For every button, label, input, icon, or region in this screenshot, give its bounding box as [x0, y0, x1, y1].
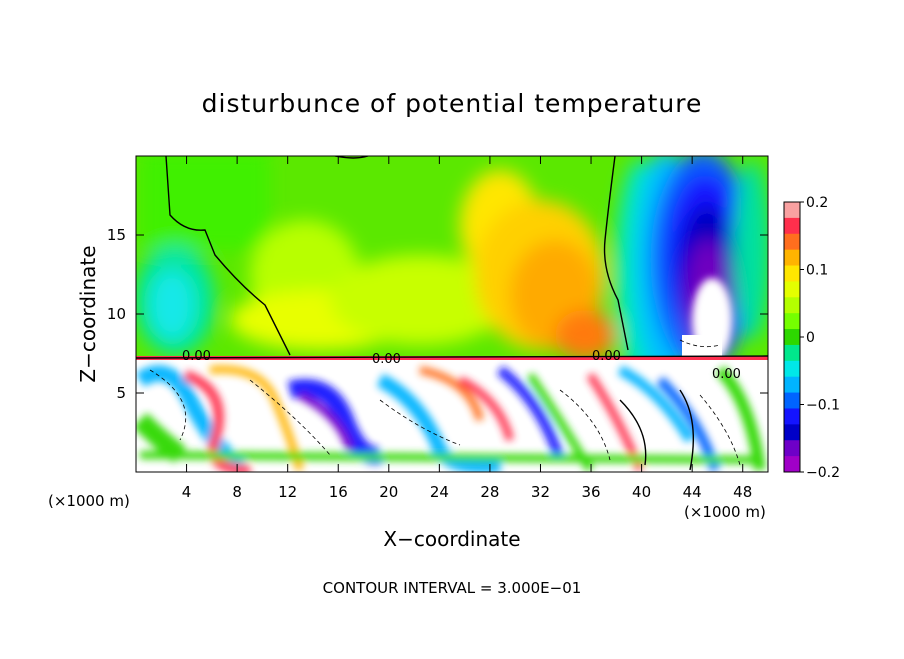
x-tick-label: 4	[182, 483, 192, 501]
y-tick-label: 10	[107, 305, 126, 323]
contour-label-3: 0.00	[592, 349, 621, 364]
x-tick-label: 16	[329, 483, 348, 501]
x-tick-label: 32	[531, 483, 550, 501]
colorbar-segment	[784, 281, 800, 298]
x-unit-label-right: (×1000 m)	[684, 503, 766, 521]
y-axis: 5 10 15	[107, 226, 768, 402]
colorbar-tick-label: 0.2	[806, 195, 828, 211]
colorbar-segment	[784, 265, 800, 282]
colorbar-segment	[784, 297, 800, 314]
colorbar-segment	[784, 344, 800, 362]
x-tick-label: 40	[632, 483, 651, 501]
x-tick-label: 48	[733, 483, 752, 501]
colorbar	[783, 201, 801, 473]
colorbar-segment	[784, 424, 800, 441]
colorbar-segment	[784, 440, 800, 457]
colorbar-segment	[784, 392, 800, 409]
x-tick-label: 12	[278, 483, 297, 501]
x-tick-label: 24	[430, 483, 449, 501]
colorbar-segment	[784, 360, 800, 378]
x-tick-label: 36	[581, 483, 600, 501]
colorbar-segment	[784, 217, 800, 235]
colorbar-segment	[784, 456, 800, 473]
x-axis: 4 8 12 16 20 24 28 32 36 40 44 48	[182, 156, 752, 501]
colorbar-segment	[784, 329, 800, 346]
heatmap-field	[136, 156, 768, 472]
contour-label-1: 0.00	[182, 349, 211, 364]
x-tick-label: 44	[683, 483, 702, 501]
y-tick-label: 15	[107, 226, 126, 244]
colorbar-tick-label: −0.1	[806, 398, 840, 414]
x-tick-label: 8	[232, 483, 242, 501]
contour-label-2: 0.00	[372, 352, 401, 367]
colorbar-segment	[784, 376, 800, 394]
colorbar-tick-label: −0.2	[806, 465, 840, 481]
y-tick-label: 5	[116, 384, 126, 402]
colorbar-segment	[784, 202, 800, 219]
y-axis-label: Z−coordinate	[76, 245, 100, 382]
x-tick-label: 20	[379, 483, 398, 501]
chart-title: disturbunce of potential temperature	[202, 89, 703, 118]
colorbar-tick-label: 0	[806, 330, 815, 346]
colorbar-segment	[784, 313, 800, 330]
x-tick-label: 28	[480, 483, 499, 501]
colorbar-tick-label: 0.1	[806, 263, 828, 279]
colorbar-segment	[784, 249, 800, 267]
colorbar-segment	[784, 233, 800, 251]
x-axis-label: X−coordinate	[383, 527, 520, 551]
colorbar-segment	[784, 408, 800, 425]
contour-label-4: 0.00	[712, 367, 741, 382]
contour-interval-footer: CONTOUR INTERVAL = 3.000E−01	[323, 579, 582, 597]
colorbar-ticks: 0.2 0.1 0 −0.1 −0.2	[800, 195, 840, 481]
x-unit-label: (×1000 m)	[48, 492, 130, 510]
